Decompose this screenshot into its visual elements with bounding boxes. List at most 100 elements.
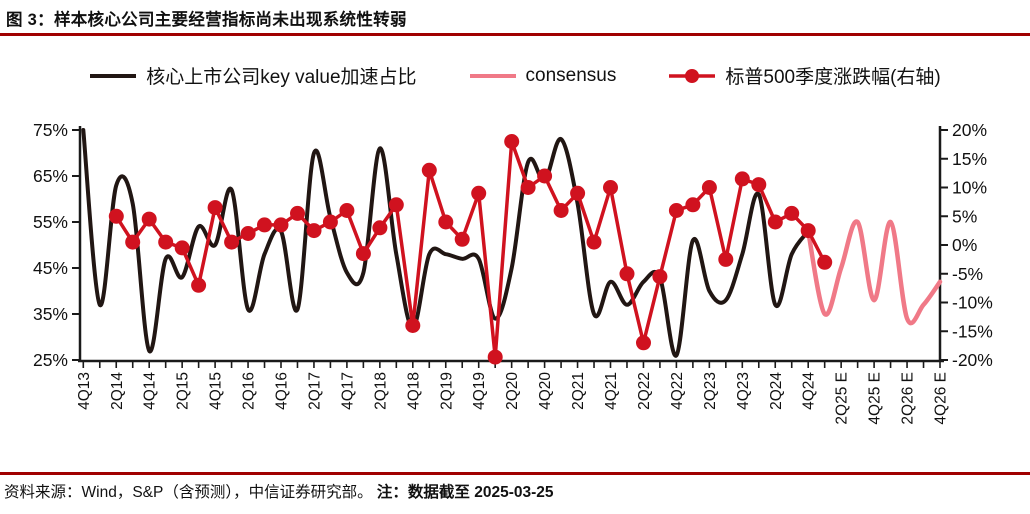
chart-legend: 核心上市公司key value加速占比 consensus 标普500季度涨跌幅… [0,62,1030,89]
x-axis-tick-label: 4Q17 [339,372,356,410]
sp500-data-marker [636,335,651,351]
sp500-data-marker [158,234,174,250]
sp500-data-marker [322,214,338,230]
sp500-data-marker [141,211,157,227]
x-axis-tick-label: 4Q21 [603,372,620,410]
sp500-data-marker [586,234,602,250]
sp500-data-marker [454,231,470,247]
right-axis-tick-label: -15% [952,321,993,341]
sp500-data-marker [784,205,800,221]
x-axis-tick-label: 2Q17 [307,372,324,410]
sp500-data-marker [273,217,289,233]
x-axis-tick-label: 2Q22 [636,372,653,410]
right-axis-tick-label: -10% [952,293,993,313]
sp500-data-marker [718,251,734,267]
sp500-data-marker [767,214,783,230]
x-axis-tick-label: 2Q18 [372,372,389,410]
figure-title: 图 3：样本核心公司主要经营指标尚未出现系统性转弱 [6,11,407,29]
left-axis-tick-label: 45% [33,258,68,278]
left-axis-tick-label: 35% [33,304,68,324]
sp500-data-marker [339,203,355,218]
sp500-data-marker [751,177,767,193]
legend-item-sp500: 标普500季度涨跌幅(右轴) [668,62,941,89]
series-line-key-value [81,128,811,358]
x-axis-tick-label: 4Q26 E [933,372,950,425]
left-axis-tick-label: 55% [33,212,68,232]
x-axis-tick-label: 4Q24 [801,372,818,410]
sp500-data-marker [257,217,272,233]
sp500-data-marker [290,205,305,221]
sp500-data-marker [619,266,635,282]
legend-item-consensus: consensus [469,64,617,87]
legend-item-key-value: 核心上市公司key value加速占比 [89,62,417,89]
sp500-data-marker [240,226,256,241]
x-axis-tick-label: 4Q13 [76,372,93,410]
x-axis-tick-label: 2Q25 E [834,372,851,425]
sp500-data-marker [701,180,717,195]
sp500-data-marker [207,200,223,216]
legend-label-key-value: 核心上市公司key value加速占比 [146,67,417,88]
legend-label-consensus: consensus [525,64,617,86]
x-axis-tick-label: 4Q20 [537,372,554,410]
x-axis-tick-label: 2Q19 [438,372,455,410]
sp500-data-marker [388,197,404,213]
sp500-data-marker [224,234,240,250]
sp500-data-marker [421,162,437,178]
sp500-data-marker [800,223,816,239]
right-axis-tick-label: 10% [952,178,987,198]
x-axis-tick-label: 4Q15 [208,372,225,410]
sp500-data-marker [405,318,421,333]
sp500-data-marker [471,185,487,201]
right-axis-tick-label: -20% [952,350,993,370]
legend-label-sp500: 标普500季度涨跌幅(右轴) [725,67,941,88]
sp500-data-marker [372,220,388,236]
pink-line-swatch-icon [469,73,516,78]
right-axis-tick-label: 5% [952,206,977,226]
black-line-swatch-icon [90,73,137,78]
x-axis-tick-label: 4Q25 E [867,372,884,425]
source-note: 资料来源：Wind，S&P（含预测），中信证券研究部。 注：数据截至 2025-… [4,480,554,502]
sp500-data-marker [668,203,684,218]
sp500-data-marker [570,185,586,201]
footer-divider-rule [0,472,1030,475]
right-axis-tick-label: 15% [952,149,987,169]
x-axis-tick-label: 2Q24 [768,372,785,410]
x-axis-tick-label: 4Q18 [405,372,422,410]
x-axis-tick-label: 2Q20 [504,372,521,410]
left-axis-tick-label: 65% [33,166,68,186]
x-axis-tick-label: 2Q14 [109,372,126,410]
sp500-data-marker [603,180,618,195]
sp500-data-marker [817,254,833,270]
x-axis-tick-label: 4Q14 [142,372,159,410]
data-cutoff-note: 注：数据截至 2025-03-25 [376,484,554,501]
sp500-data-marker [174,240,190,256]
x-axis-tick-label: 4Q23 [735,372,752,410]
title-divider-rule [0,33,1030,36]
x-axis-tick-label: 2Q26 E [900,372,917,425]
sp500-data-marker [355,246,371,262]
sp500-data-marker [487,349,503,365]
sp500-data-marker [191,277,207,293]
x-axis-tick-label: 2Q16 [241,372,258,410]
series-line-sp500 [114,139,827,359]
source-text: 资料来源：Wind，S&P（含预测），中信证券研究部。 [4,484,373,501]
sp500-data-marker [520,180,536,195]
right-axis-tick-label: 20% [952,120,987,140]
right-axis-tick-label: -5% [952,264,983,284]
x-axis-tick-label: 4Q16 [274,372,291,410]
sp500-data-marker [125,234,141,250]
sp500-data-marker [306,223,322,239]
left-axis-tick-label: 75% [33,120,68,140]
sp500-data-marker [504,134,520,149]
red-line-marker-swatch-icon [669,68,716,83]
x-axis-tick-label: 2Q15 [175,372,192,410]
sp500-data-marker [108,208,124,224]
sp500-data-marker [537,168,553,184]
sp500-data-marker [685,197,701,213]
sp500-data-marker [652,269,668,285]
x-axis-tick-label: 2Q23 [702,372,719,410]
right-axis-tick-label: 0% [952,235,977,255]
